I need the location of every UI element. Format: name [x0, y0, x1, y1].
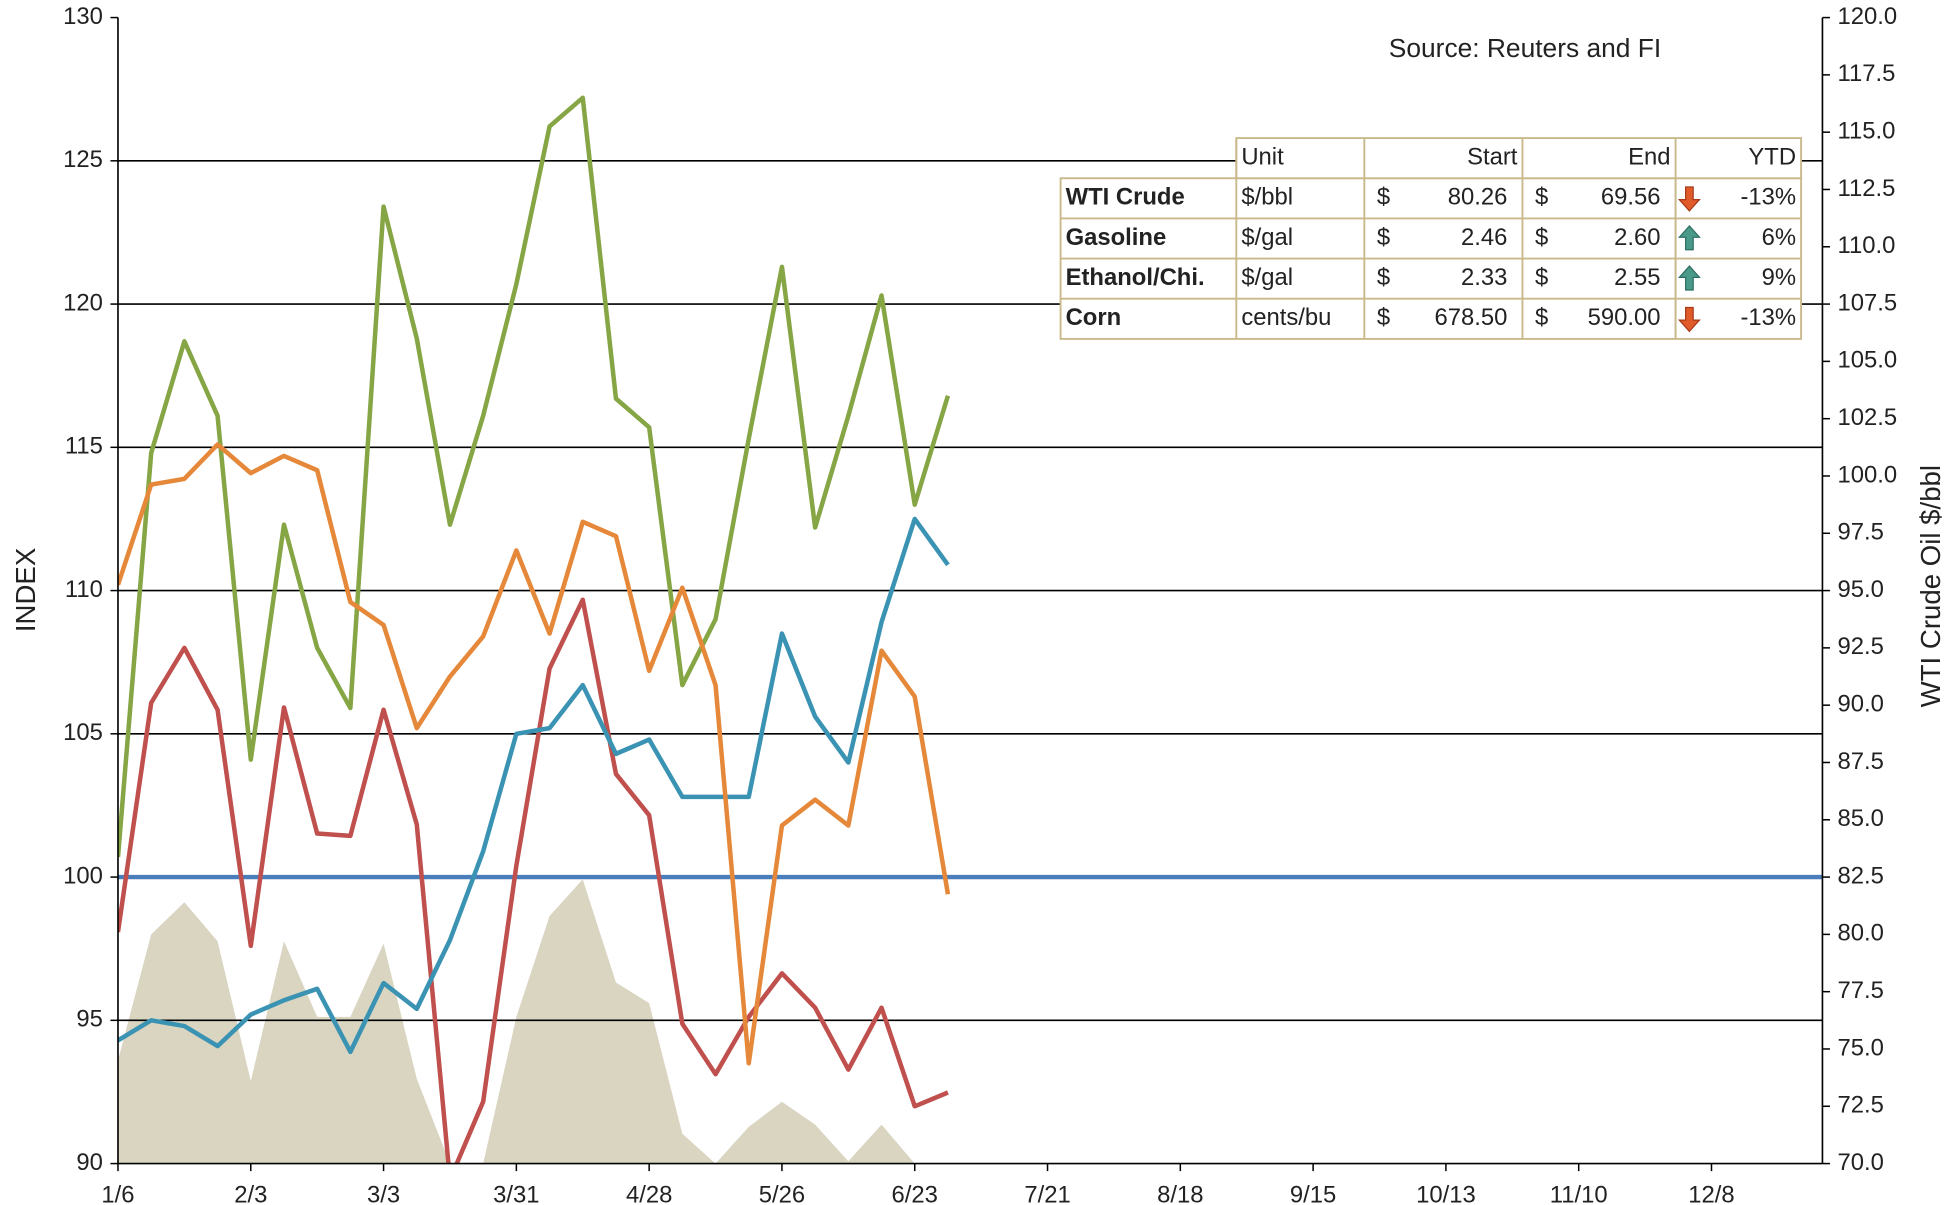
y-tick-label: 95 [76, 1006, 103, 1033]
table-currency: $ [1377, 184, 1390, 211]
table-header-background [1235, 137, 1803, 180]
table-header: Start [1467, 143, 1518, 170]
y-tick-label: 105 [63, 719, 103, 746]
table-cell: 2.60 [1614, 224, 1660, 251]
y2-tick-label: 117.5 [1838, 60, 1896, 87]
x-tick-label: 8/18 [1157, 1182, 1203, 1205]
y2-tick-label: 85.0 [1838, 805, 1884, 832]
y2-axis-title: WTI Crude Oil $/bbl [1915, 465, 1946, 707]
y-tick-label: 110 [65, 576, 103, 603]
y2-tick-label: 110.0 [1838, 232, 1896, 259]
x-tick-label: 12/8 [1688, 1182, 1734, 1205]
y2-tick-label: 95.0 [1838, 576, 1884, 603]
table-row-name: Gasoline [1066, 224, 1167, 251]
trend-arrow [1677, 224, 1701, 251]
series-line [117, 442, 951, 1066]
x-tick-label: 11/10 [1550, 1182, 1608, 1205]
series-line [117, 516, 950, 1055]
y-tick-label: 115 [65, 433, 103, 460]
lines-layer [117, 95, 1823, 1164]
table-cell: 678.50 [1435, 304, 1508, 331]
y2-tick-label: 87.5 [1838, 748, 1884, 775]
table-currency: $ [1535, 304, 1548, 331]
table-header: Unit [1241, 143, 1284, 170]
y2-tick-label: 112.5 [1838, 175, 1896, 202]
y2-tick-label: 75.0 [1838, 1034, 1884, 1061]
table-cell: 590.00 [1588, 304, 1661, 331]
y-tick-label: 120 [63, 289, 103, 316]
y2-tick-label: 115.0 [1838, 117, 1896, 144]
table-currency: $ [1377, 224, 1390, 251]
y2-tick-label: 100.0 [1838, 461, 1898, 488]
x-tick-label: 9/15 [1290, 1182, 1336, 1205]
y-tick-label: 130 [63, 3, 103, 30]
y2-tick-label: 97.5 [1838, 519, 1884, 546]
area-layer [117, 879, 915, 1164]
y-tick-label: 125 [63, 146, 103, 173]
table-row-name: Ethanol/Chi. [1066, 264, 1205, 291]
y2-tick-label: 70.0 [1838, 1149, 1884, 1176]
x-tick-label: 3/3 [367, 1182, 400, 1205]
y2-tick-label: 120.0 [1838, 3, 1898, 30]
y-tick-label: 100 [63, 862, 103, 889]
y2-tick-label: 77.5 [1838, 977, 1884, 1004]
y-axis-title: INDEX [10, 548, 41, 632]
table-cell: 80.26 [1448, 184, 1508, 211]
table-currency: $ [1535, 224, 1548, 251]
table-header: YTD [1748, 143, 1796, 170]
y-tick-label: 90 [76, 1149, 103, 1176]
y2-tick-label: 82.5 [1838, 862, 1884, 889]
table-currency: $ [1535, 184, 1548, 211]
table-row-name: Corn [1066, 304, 1122, 331]
y2-tick-label: 105.0 [1838, 347, 1898, 374]
y2-tick-label: 90.0 [1838, 690, 1884, 717]
y2-tick-label: 92.5 [1838, 633, 1884, 660]
table-currency: $ [1377, 304, 1390, 331]
trend-arrow [1677, 306, 1701, 333]
table-currency: $ [1377, 264, 1390, 291]
table-cell: 2.46 [1461, 224, 1507, 251]
x-tick-label: 1/6 [101, 1182, 134, 1205]
table-cell: cents/bu [1241, 304, 1331, 331]
y2-tick-label: 80.0 [1838, 920, 1884, 947]
axes-layer: 90 95 100 105 110 115 120 125 130 70.0 72.5 75.0 77.… [63, 3, 1897, 1205]
x-tick-label: 7/21 [1024, 1182, 1070, 1205]
y2-tick-label: 72.5 [1838, 1092, 1884, 1119]
table-row-name: WTI Crude [1066, 184, 1185, 211]
trend-arrow [1677, 186, 1701, 212]
table-cell: 6% [1762, 224, 1796, 251]
table-currency: $ [1535, 264, 1548, 291]
y2-tick-label: 107.5 [1838, 289, 1898, 316]
table-cell: -13% [1740, 304, 1796, 331]
table: Unit Start End YTD WTI Crude $/bbl $80.26 $69.5… [1059, 137, 1803, 340]
source-annotation: Source: Reuters and FI [1389, 33, 1661, 63]
table-cell: 2.33 [1461, 264, 1507, 291]
table-cell: $/gal [1241, 224, 1293, 251]
table-cell: -13% [1740, 184, 1796, 211]
x-tick-label: 2/3 [234, 1182, 267, 1205]
x-tick-label: 4/28 [626, 1182, 672, 1205]
y2-tick-label: 102.5 [1838, 404, 1898, 431]
x-tick-label: 10/13 [1416, 1182, 1476, 1205]
table-cell: 9% [1762, 264, 1796, 291]
table-cell: 2.55 [1614, 264, 1660, 291]
x-tick-label: 6/23 [892, 1182, 938, 1205]
x-tick-label: 3/31 [493, 1182, 539, 1205]
series-line [117, 597, 949, 1164]
area [117, 879, 915, 1164]
table-cell: $/gal [1241, 264, 1293, 291]
table-header: End [1628, 143, 1670, 170]
table-cell: 69.56 [1601, 184, 1661, 211]
x-tick-label: 5/26 [759, 1182, 805, 1205]
trend-arrow [1677, 265, 1701, 291]
series-line [117, 95, 951, 858]
table-cell: $/bbl [1241, 184, 1293, 211]
